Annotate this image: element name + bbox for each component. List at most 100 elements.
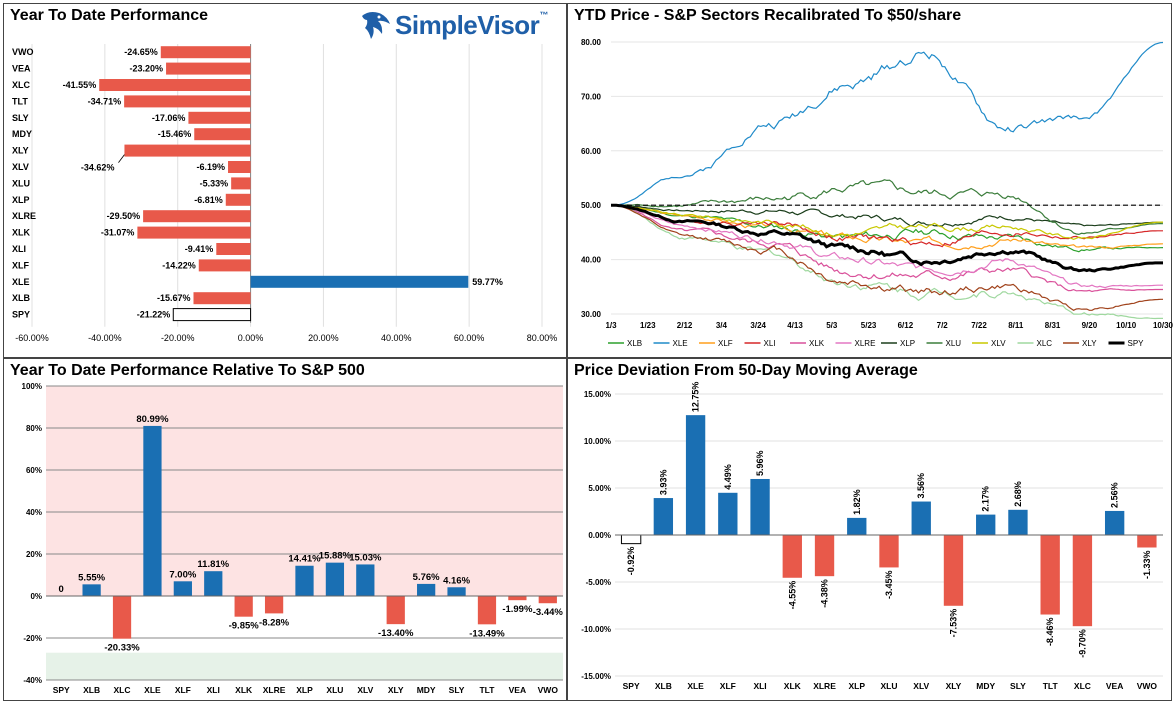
bar xyxy=(137,226,251,239)
x-tick-label: 40.00% xyxy=(381,333,412,343)
y-tick-label: 0% xyxy=(30,592,42,601)
x-tick-label: 1/23 xyxy=(640,321,656,330)
data-label: -21.22% xyxy=(137,310,171,320)
data-label: 15.88% xyxy=(319,551,352,562)
bar xyxy=(82,584,101,596)
category-label: XLY xyxy=(388,685,404,695)
data-label: -13.40% xyxy=(378,628,414,639)
y-tick-label: -40% xyxy=(23,676,42,685)
data-label: -23.20% xyxy=(130,64,164,74)
category-label: VEA xyxy=(509,685,526,695)
category-label: SPY xyxy=(12,310,30,320)
bar xyxy=(1072,535,1093,627)
data-label: 2.56% xyxy=(1110,482,1120,508)
bar xyxy=(620,534,642,545)
bar xyxy=(911,501,931,535)
ytd-price-panel: YTD Price - S&P Sectors Recalibrated To … xyxy=(567,3,1173,358)
bar xyxy=(943,535,964,606)
category-label: XLV xyxy=(12,162,29,172)
bar xyxy=(685,415,706,535)
category-label: XLI xyxy=(207,685,220,695)
bar xyxy=(172,308,252,322)
legend-label: XLF xyxy=(718,339,733,348)
data-label: -4.55% xyxy=(787,581,797,610)
x-tick-label: 7/2 xyxy=(937,321,949,330)
bar xyxy=(198,259,251,272)
data-label: -14.22% xyxy=(162,260,196,270)
data-label: -0.92% xyxy=(626,547,636,576)
ytd-performance-title: Year To Date Performance xyxy=(10,7,209,24)
data-label: 5.76% xyxy=(413,572,440,583)
data-label: -34.71% xyxy=(88,96,122,106)
deviation-title: Price Deviation From 50-Day Moving Avera… xyxy=(574,362,918,379)
category-label: XLRE xyxy=(813,681,836,691)
y-tick-label: 70.00 xyxy=(581,92,602,101)
data-label: -3.45% xyxy=(884,570,894,599)
legend-label: XLP xyxy=(900,339,915,348)
category-label: XLP xyxy=(12,195,30,205)
data-label: 0 xyxy=(59,584,64,595)
bar xyxy=(782,535,802,578)
category-label: XLC xyxy=(114,685,131,695)
data-label: -8.46% xyxy=(1045,618,1055,647)
category-label: XLI xyxy=(753,681,766,691)
shaded-band xyxy=(46,652,563,680)
y-tick-label: 80% xyxy=(26,424,42,433)
data-label: 3.56% xyxy=(916,473,926,499)
series-line-xle xyxy=(611,41,1164,206)
data-label: -29.50% xyxy=(107,211,141,221)
bar xyxy=(99,79,251,91)
x-tick-label: 5/3 xyxy=(826,321,838,330)
eagle-icon xyxy=(362,12,390,39)
bar xyxy=(750,478,770,535)
x-tick-label: 1/3 xyxy=(605,321,617,330)
x-tick-label: 4/13 xyxy=(787,321,803,330)
bar xyxy=(228,161,251,173)
ytd-price-chart: 80.00 70.00 60.00 50.00 40.00 30.001/3 1/23 2/1… xyxy=(581,38,1173,348)
legend-label: XLY xyxy=(1082,339,1097,348)
data-label: -20.33% xyxy=(104,643,140,654)
bar xyxy=(112,596,132,639)
series-line-xlv xyxy=(611,204,1163,241)
category-label: MDY xyxy=(12,129,32,139)
bar xyxy=(204,571,223,596)
data-label: -24.65% xyxy=(124,47,158,57)
data-label: 80.99% xyxy=(136,414,169,425)
data-label: 2.68% xyxy=(1013,481,1023,507)
y-tick-label: 40% xyxy=(26,508,42,517)
series-line-xlu xyxy=(611,179,1164,236)
x-tick-label: 6/12 xyxy=(898,321,914,330)
bar xyxy=(417,583,436,596)
bar xyxy=(847,517,867,535)
bar xyxy=(1008,509,1028,535)
y-tick-label: 40.00 xyxy=(581,256,602,265)
data-label: -6.81% xyxy=(194,195,223,205)
series-line-xlp xyxy=(611,204,1163,227)
x-tick-label: 9/20 xyxy=(1082,321,1098,330)
bar xyxy=(295,565,314,596)
ytd-performance-panel: Year To Date Performance SimpleVisor™ -6… xyxy=(3,3,567,358)
ytd-price-title: YTD Price - S&P Sectors Recalibrated To … xyxy=(574,7,962,24)
bar xyxy=(194,128,251,141)
y-tick-label: 80.00 xyxy=(581,38,602,47)
series-line-spy xyxy=(611,203,1163,273)
data-label: -31.07% xyxy=(101,228,135,238)
x-tick-label: 0.00% xyxy=(238,333,264,343)
series-line-xlk xyxy=(611,204,1163,293)
bar xyxy=(386,596,405,625)
category-label: XLC xyxy=(12,80,31,90)
bar xyxy=(1104,510,1125,535)
category-label: XLP xyxy=(848,681,865,691)
data-label: 2.17% xyxy=(981,486,991,512)
y-tick-label: -5.00% xyxy=(586,578,611,587)
x-tick-label: 3/4 xyxy=(716,321,728,330)
category-label: XLK xyxy=(235,685,253,695)
y-tick-label: 50.00 xyxy=(581,201,602,210)
category-label: TLT xyxy=(479,685,495,695)
legend-label: XLE xyxy=(673,339,688,348)
category-label: XLU xyxy=(12,178,30,188)
shaded-band xyxy=(46,386,563,596)
bar xyxy=(814,535,835,577)
category-label: XLV xyxy=(357,685,373,695)
bar xyxy=(1137,535,1157,548)
